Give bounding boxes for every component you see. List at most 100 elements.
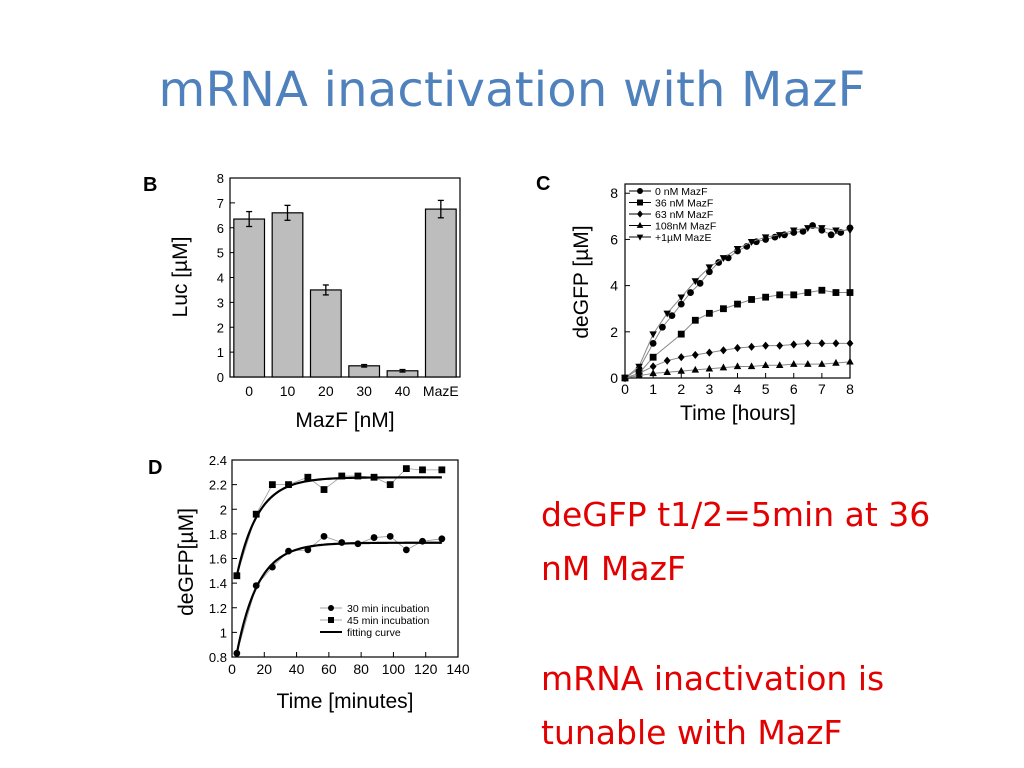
chart-d-ytick-label: 0.8 [209,650,227,665]
chart-d-point [438,466,446,474]
chart-d-point [402,465,410,473]
chart-d-legend-label: fitting curve [347,627,401,639]
chart-c-point [696,279,704,287]
chart-b-bar [424,208,457,378]
chart-c-point [832,358,840,366]
chart-d-point [419,466,426,474]
chart-c-point [775,232,784,239]
chart-c-point [733,245,742,253]
chart-c-point [719,255,728,262]
chart-c-legend-label: 108nM MazF [655,221,716,233]
panel-b-letter: B [143,174,157,196]
chart-d-fitting-curve [235,476,442,576]
chart-c-point [691,365,700,373]
chart-c-point [775,361,784,369]
chart-c-ytick-label: 4 [610,278,618,294]
chart-b-xtick-label: 40 [395,383,411,399]
chart-d-point [233,649,241,657]
chart-c-point [663,368,671,375]
chart-d-frame [231,459,459,658]
chart-c-point [818,225,826,232]
chart-c-legend-label: 36 nM MazF [655,198,713,210]
note-halflife-line1: deGFP t1/2=5min at 36 [541,495,931,534]
chart-c-point [668,312,676,320]
panel-b: B 0 1 2 3 4 5 6 7 8 0 10 20 30 40 MazE Luc [µM] MazF … [135,165,485,450]
chart-d-point [285,481,292,489]
chart-c-point [846,357,854,365]
chart-d-xlabel: Time [minutes] [277,690,414,713]
chart-c-legend-marker [636,234,644,241]
chart-c-xtick-label: 6 [790,381,798,397]
chart-c-point [827,231,835,239]
chart-c-point [832,227,840,235]
note-halflife-line2: nM MazF [541,549,686,588]
chart-d-legend-label: 45 min incubation [347,615,429,627]
chart-c-legend-marker [637,199,643,206]
chart-c-point [790,227,798,235]
chart-d-point [338,472,346,480]
chart-d-ytick-label: 1 [220,625,227,640]
chart-c-xtick-label: 8 [846,381,854,397]
chart-c-point [790,340,798,349]
chart-c-point [762,293,770,301]
chart-c-point [719,363,728,371]
chart-c-point [677,300,685,308]
chart-c-legend-label: +1µM MazE [655,232,712,244]
chart-c-point [705,348,713,357]
chart-d-xtick-label: 140 [446,661,470,677]
chart-c-point [649,339,657,347]
chart-d-point [304,546,312,554]
chart-b-ytick-label: 2 [217,320,224,335]
chart-c-point [677,366,685,374]
panel-c-letter: C [536,173,550,195]
chart-c-point [761,234,770,242]
chart-c-point [846,227,854,235]
chart-d-point [320,486,328,493]
chart-c-point [809,222,816,229]
chart-c-point [832,289,840,296]
chart-c-point [748,342,755,351]
chart-c-point [790,360,798,367]
chart-d-point [438,535,446,543]
chart-c-point [621,375,629,383]
chart-c-ytick-label: 6 [610,231,618,247]
chart-c-point [705,264,714,272]
chart-b-ytick-label: 6 [217,221,224,236]
chart-d-ytick-label: 1.4 [209,576,227,591]
chart-b-ytick-label: 4 [217,271,224,286]
panel-d: D 0 20 40 60 80 100 120 140 0.8 1 1.2 1.4 1.6 1.8 2 2.2… [140,450,480,725]
chart-c-point [649,331,657,339]
chart-c-xtick-label: 4 [734,381,742,397]
chart-d-connect-line [236,535,442,654]
panel-d-letter: D [148,457,162,479]
chart-c-point [790,291,798,299]
note-tunable-line2: tunable with MazF [541,713,843,752]
chart-d-ylabel: deGFP[µM] [175,508,198,616]
chart-d-xtick-label: 0 [228,661,236,677]
chart-c-point [761,361,770,369]
chart-d-point [370,534,378,541]
chart-c-point [837,229,845,236]
chart-c-point [677,294,685,302]
chart-d-connect-line [236,468,442,576]
chart-c-point [720,305,727,313]
chart-c-point [691,278,700,286]
chart-d-point [320,532,328,540]
chart-d-point [268,563,276,571]
chart-d-point [354,540,362,548]
chart-b-ytick-label: 0 [217,370,224,385]
note-tunable-line1: mRNA inactivation is [541,659,885,698]
chart-d-ytick-label: 2.4 [209,453,227,468]
chart-d: D 0 20 40 60 80 100 120 140 0.8 1 1.2 1.4 1.6 1.8 2 2.2… [148,453,470,713]
chart-c-point [818,286,826,294]
chart-b-ytick-label: 5 [217,246,224,261]
chart-d-point [370,473,378,481]
chart-c-legend-label: 63 nM MazF [655,209,713,221]
chart-d-point [233,572,241,580]
chart-d-point [304,473,312,481]
chart-b-ytick-label: 8 [217,171,224,186]
chart-b-bar [233,218,266,378]
chart-d-point [419,537,426,545]
chart-c-legend-label: 0 nM MazF [655,186,708,198]
chart-d-ytick-label: 1.6 [209,552,227,567]
